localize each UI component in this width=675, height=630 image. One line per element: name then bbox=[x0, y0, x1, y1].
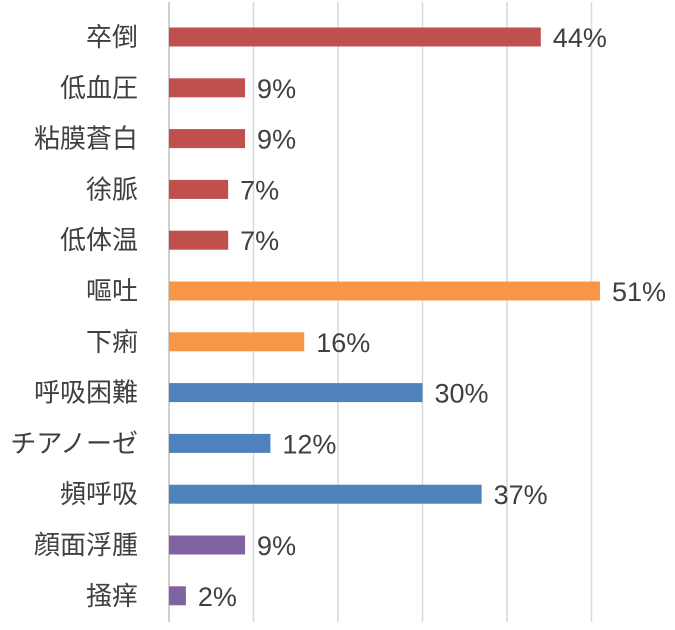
value-label-5: 51% bbox=[612, 277, 666, 307]
bar-10 bbox=[169, 535, 246, 555]
bar-5 bbox=[169, 281, 600, 301]
bar-4 bbox=[169, 230, 229, 250]
value-label-1: 9% bbox=[257, 74, 296, 104]
value-label-11: 2% bbox=[198, 582, 237, 612]
bar-0 bbox=[169, 27, 541, 47]
category-label-5: 嘔吐 bbox=[86, 277, 138, 307]
value-label-10: 9% bbox=[257, 531, 296, 561]
bar-2 bbox=[169, 129, 246, 149]
category-label-11: 掻痒 bbox=[86, 582, 138, 612]
bar-1 bbox=[169, 78, 246, 98]
value-label-6: 16% bbox=[316, 328, 370, 358]
bar-8 bbox=[169, 433, 271, 453]
bar-7 bbox=[169, 383, 423, 403]
bar-9 bbox=[169, 484, 482, 504]
bar-6 bbox=[169, 332, 305, 352]
category-label-6: 下痢 bbox=[86, 328, 138, 358]
value-label-4: 7% bbox=[240, 226, 279, 256]
value-label-2: 9% bbox=[257, 125, 296, 155]
category-label-4: 低体温 bbox=[60, 226, 138, 256]
gridlines bbox=[168, 2, 593, 622]
category-label-7: 呼吸困難 bbox=[34, 379, 138, 409]
category-label-2: 粘膜蒼白 bbox=[34, 125, 138, 155]
category-label-10: 顔面浮腫 bbox=[34, 531, 138, 561]
category-label-8: チアノーゼ bbox=[10, 429, 138, 459]
category-label-3: 徐脈 bbox=[86, 175, 138, 205]
bar-3 bbox=[169, 179, 229, 199]
category-label-9: 頻呼吸 bbox=[60, 480, 138, 510]
bars bbox=[169, 27, 600, 606]
category-label-0: 卒倒 bbox=[86, 23, 138, 53]
value-label-3: 7% bbox=[240, 175, 279, 205]
value-labels: 44% 9% 9% 7% 7% 51% 16% 30% 12% 37% 9% 2% bbox=[198, 23, 666, 612]
value-label-7: 30% bbox=[435, 379, 489, 409]
value-label-0: 44% bbox=[553, 23, 607, 53]
bar-11 bbox=[169, 586, 186, 606]
value-label-8: 12% bbox=[282, 429, 336, 459]
value-label-9: 37% bbox=[494, 480, 548, 510]
category-label-1: 低血圧 bbox=[60, 74, 138, 104]
